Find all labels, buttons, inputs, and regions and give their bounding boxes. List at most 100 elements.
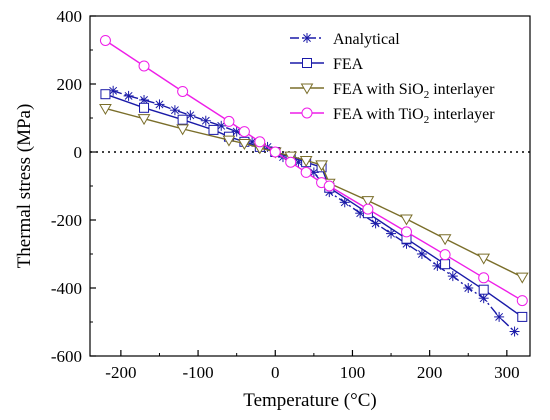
y-tick-label: 0	[74, 143, 83, 162]
marker-triangle-down	[222, 135, 236, 147]
legend-label: Analytical	[333, 31, 400, 48]
marker-asterisk	[370, 218, 381, 229]
marker-asterisk-stroke	[201, 116, 210, 125]
marker-triangle-down	[299, 156, 313, 167]
marker-triangle-down	[315, 160, 328, 172]
marker-square	[177, 114, 188, 125]
marker-triangle-down	[477, 253, 491, 265]
marker-asterisk	[494, 311, 505, 322]
marker-triangle-down	[400, 214, 413, 226]
marker-circle	[223, 115, 235, 127]
series-3-line	[105, 107, 523, 278]
marker-circle	[99, 34, 111, 46]
marker-asterisk-stroke	[356, 209, 365, 218]
marker-circle	[362, 203, 374, 215]
legend-subscript: 2	[424, 114, 430, 126]
marker-asterisk-stroke	[464, 284, 473, 292]
marker-asterisk-stroke	[309, 168, 318, 177]
marker-asterisk	[339, 197, 350, 208]
marker-asterisk-stroke	[387, 229, 396, 238]
x-tick-label: 300	[494, 363, 520, 382]
marker-asterisk-stroke	[303, 34, 311, 42]
series-4	[99, 34, 528, 307]
legend-item-1: Analytical	[290, 31, 400, 48]
marker-asterisk-stroke	[510, 327, 519, 336]
marker-asterisk-stroke	[371, 219, 380, 228]
y-tick-label: -600	[51, 347, 82, 366]
marker-asterisk	[416, 249, 427, 259]
marker-circle	[323, 180, 335, 192]
y-tick-label: 400	[57, 7, 83, 26]
marker-asterisk	[200, 115, 211, 126]
marker-asterisk-stroke	[155, 100, 164, 109]
marker-square	[302, 58, 312, 68]
marker-asterisk	[302, 33, 312, 43]
marker-asterisk	[154, 99, 165, 110]
marker-triangle-down	[176, 124, 189, 136]
marker-triangle-down	[99, 103, 112, 115]
marker-square	[100, 89, 111, 100]
marker-asterisk	[386, 228, 397, 239]
marker-asterisk	[478, 293, 489, 304]
marker-asterisk-stroke	[495, 312, 504, 321]
x-tick-label: 0	[271, 363, 280, 382]
marker-asterisk-stroke	[448, 272, 457, 281]
series-2-line	[105, 93, 523, 318]
marker-triangle-down	[438, 234, 452, 246]
axis-ticks: -200 -100 0 100 200 300 -600 -400 -200 0 200 400	[51, 7, 520, 382]
marker-asterisk	[463, 283, 474, 293]
x-axis-title: Temperature (°C)	[243, 390, 376, 411]
legend-label-rest: interlayer	[429, 81, 495, 98]
marker-asterisk	[108, 85, 119, 96]
legend-label-rest: interlayer	[429, 106, 495, 123]
x-tick-label: -200	[105, 363, 136, 382]
marker-asterisk-stroke	[417, 250, 426, 258]
marker-triangle-down	[300, 83, 314, 95]
y-axis-title: Thermal stress (MPa)	[14, 104, 35, 269]
marker-triangle-down	[361, 196, 375, 208]
legend-subscript: 2	[424, 89, 430, 101]
marker-asterisk-stroke	[433, 261, 442, 270]
legend-item-3: FEA with SiO2 interlayer	[290, 81, 495, 101]
marker-circle	[301, 107, 313, 119]
series-1-line	[112, 90, 516, 333]
marker-triangle-down	[137, 114, 151, 126]
marker-circle	[254, 136, 266, 148]
series-3	[99, 103, 529, 284]
marker-triangle-down	[515, 272, 529, 284]
y-tick-label: 200	[57, 75, 83, 94]
y-tick-label: -200	[51, 211, 82, 230]
marker-square	[478, 284, 489, 295]
marker-asterisk	[169, 105, 180, 116]
legend-label: FEA	[333, 56, 364, 73]
marker-asterisk-stroke	[124, 91, 133, 100]
marker-circle	[269, 146, 281, 158]
marker-circle	[400, 226, 412, 238]
marker-asterisk-stroke	[479, 294, 488, 303]
marker-circle	[300, 166, 312, 178]
marker-circle	[285, 156, 297, 168]
marker-asterisk-stroke	[217, 121, 226, 130]
y-tick-label: -400	[51, 279, 82, 298]
marker-circle	[439, 249, 451, 261]
x-tick-label: 100	[340, 363, 366, 382]
marker-asterisk-stroke	[109, 86, 118, 95]
series-1	[108, 85, 520, 337]
marker-asterisk-stroke	[232, 127, 241, 136]
legend-label: FEA with TiO2 interlayer	[333, 106, 495, 126]
marker-square	[517, 311, 528, 322]
marker-asterisk	[447, 271, 458, 282]
legend-item-4: FEA with TiO2 interlayer	[290, 106, 495, 126]
legend-item-2: FEA	[290, 56, 364, 73]
marker-square	[208, 124, 219, 135]
marker-circle	[478, 272, 490, 284]
series-4-line	[105, 39, 523, 302]
x-tick-label: 200	[417, 363, 443, 382]
marker-triangle-down	[238, 139, 251, 150]
legend: Analytical FEA FEA with SiO2 interlayer FEA…	[290, 31, 495, 126]
marker-square	[440, 259, 451, 270]
x-tick-label: -100	[182, 363, 213, 382]
marker-asterisk	[509, 326, 520, 337]
marker-asterisk	[123, 90, 134, 101]
